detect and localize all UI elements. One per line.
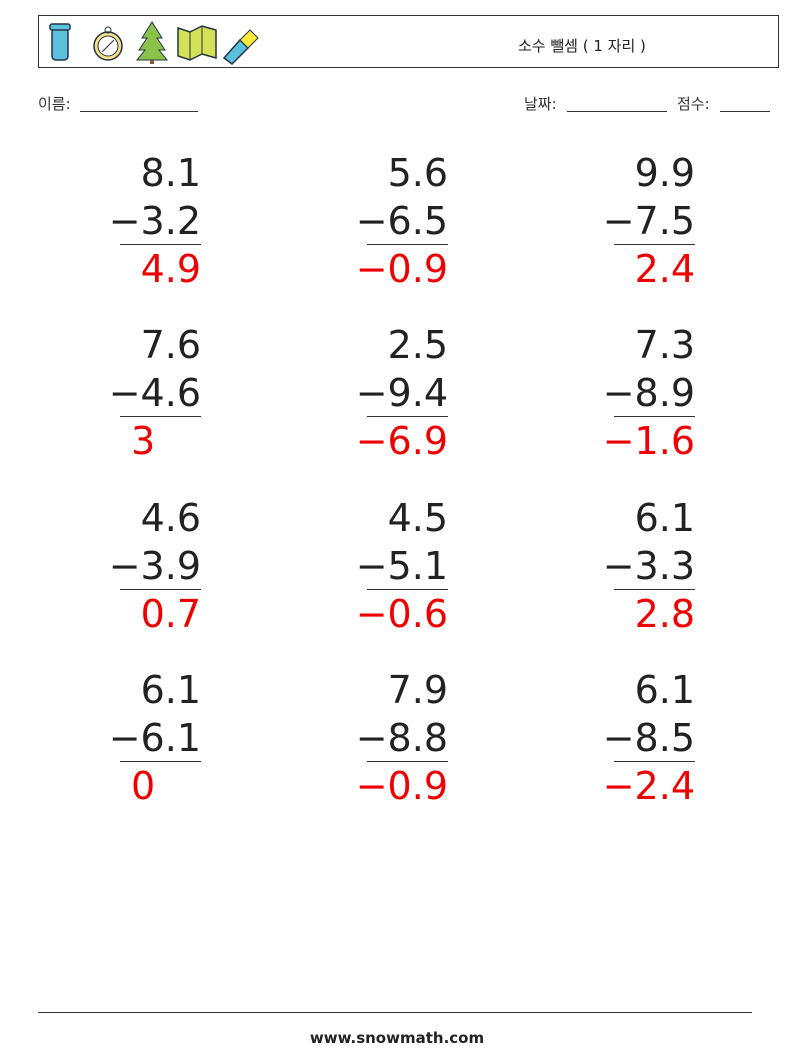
minuend: 8.1: [140, 151, 201, 195]
subtrahend: −9.4: [355, 371, 448, 415]
answer-line: [614, 244, 695, 245]
answer-line: [120, 244, 201, 245]
minuend: 6.1: [140, 668, 201, 712]
answer: 2.4: [634, 247, 695, 291]
header-icons: [49, 21, 259, 65]
minuend: 4.5: [387, 496, 448, 540]
answer: 3: [131, 419, 156, 463]
name-label: 이름:: [38, 95, 71, 113]
minuend: 7.6: [140, 323, 201, 367]
title: 소수 뺄셈 ( 1 자리 ): [518, 37, 646, 55]
subtrahend: −5.1: [355, 544, 448, 588]
minuend: 6.1: [634, 668, 695, 712]
answer: −6.9: [355, 419, 448, 463]
subtrahend: −3.3: [602, 544, 695, 588]
answer: −1.6: [602, 419, 695, 463]
answer: −0.9: [355, 247, 448, 291]
answer-line: [614, 589, 695, 590]
answer-line: [614, 761, 695, 762]
answer-line: [367, 416, 448, 417]
date-line: [567, 111, 667, 112]
answer: 0.7: [140, 592, 201, 636]
answer: 2.8: [634, 592, 695, 636]
answer-line: [367, 244, 448, 245]
subtrahend: −3.9: [108, 544, 201, 588]
answer: −0.6: [355, 592, 448, 636]
subtrahend: −8.5: [602, 716, 695, 760]
answer: 0: [131, 764, 156, 808]
name-line: [80, 111, 198, 112]
minuend: 6.1: [634, 496, 695, 540]
footer-line: [38, 1012, 752, 1013]
answer-line: [120, 761, 201, 762]
date-label: 날짜:: [524, 95, 557, 113]
answer: −0.9: [355, 764, 448, 808]
minuend: 9.9: [634, 151, 695, 195]
minuend: 2.5: [387, 323, 448, 367]
score-label: 점수:: [677, 95, 710, 113]
subtrahend: −8.8: [355, 716, 448, 760]
answer-line: [120, 416, 201, 417]
subtrahend: −6.5: [355, 199, 448, 243]
answer-line: [367, 589, 448, 590]
answer: −2.4: [602, 764, 695, 808]
subtrahend: −8.9: [602, 371, 695, 415]
header-box: [38, 15, 779, 68]
minuend: 5.6: [387, 151, 448, 195]
subtrahend: −6.1: [108, 716, 201, 760]
subtrahend: −7.5: [602, 199, 695, 243]
subtrahend: −3.2: [108, 199, 201, 243]
minuend: 4.6: [140, 496, 201, 540]
subtrahend: −4.6: [108, 371, 201, 415]
answer-line: [367, 761, 448, 762]
answer-line: [120, 589, 201, 590]
minuend: 7.9: [387, 668, 448, 712]
footer-site: www.snowmath.com: [309, 1029, 485, 1047]
answer-line: [614, 416, 695, 417]
answer: 4.9: [140, 247, 201, 291]
score-line: [720, 111, 770, 112]
minuend: 7.3: [634, 323, 695, 367]
